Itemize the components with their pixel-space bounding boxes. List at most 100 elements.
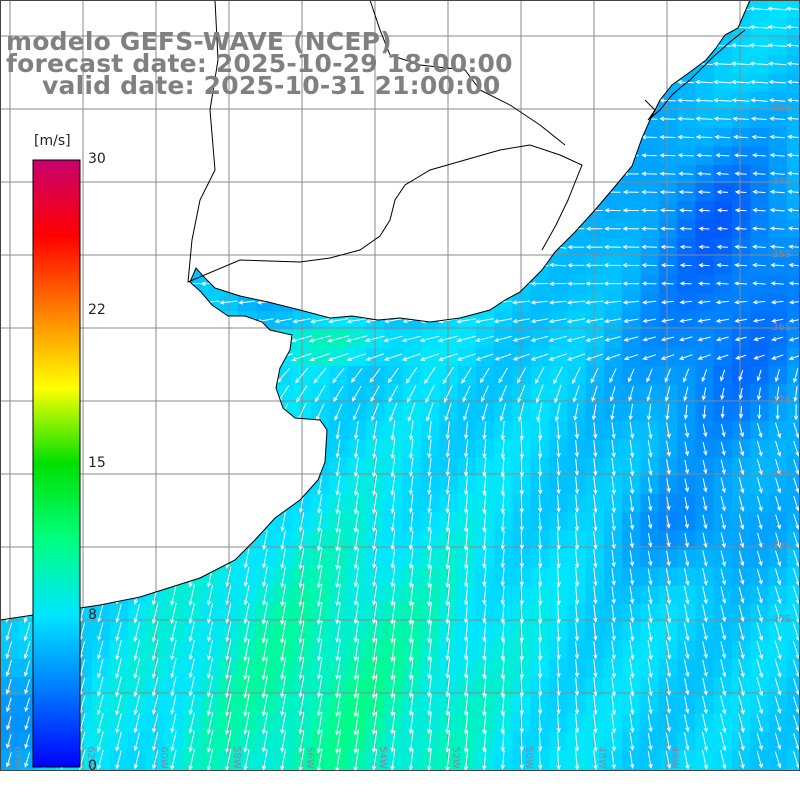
wind-arrow [316, 602, 323, 626]
wind-arrow [664, 368, 671, 383]
wind-arrow [629, 568, 635, 586]
speed-cell [183, 439, 202, 459]
wind-arrow [316, 620, 323, 644]
speed-cell [457, 768, 477, 771]
wind-arrow [346, 300, 367, 305]
speed-cell [128, 439, 147, 459]
wind-arrow [111, 112, 127, 125]
speed-cell [786, 91, 800, 111]
wind-arrow [774, 751, 782, 769]
speed-cell [201, 439, 221, 459]
wind-arrow [716, 226, 728, 231]
speed-cell [475, 256, 495, 276]
speed-cell [713, 0, 733, 19]
wind-arrow [788, 336, 800, 342]
wind-arrow [738, 677, 745, 697]
wind-arrow [574, 713, 580, 734]
wind-arrow [164, 318, 183, 324]
wind-arrow [715, 153, 730, 158]
wind-arrow [273, 225, 293, 232]
wind-arrow [408, 730, 414, 753]
wind-arrow [273, 244, 293, 249]
speed-cell [786, 677, 800, 696]
speed-cell [439, 256, 459, 276]
wind-arrow [188, 494, 195, 514]
wind-arrow [310, 300, 330, 305]
wind-arrow [660, 354, 675, 360]
wind-arrow [677, 116, 695, 121]
wind-arrow [200, 353, 220, 361]
wind-arrow [793, 404, 799, 421]
wind-arrow [574, 677, 580, 697]
wind-arrow [206, 621, 213, 643]
speed-cell [786, 603, 800, 623]
wind-arrow [185, 385, 199, 402]
speed-cell [128, 366, 147, 385]
wind-arrow [482, 475, 487, 496]
wind-arrow [334, 403, 343, 421]
speed-cell [201, 0, 221, 19]
speed-cell [567, 201, 587, 221]
wind-arrow [280, 475, 286, 496]
wind-arrow [640, 80, 659, 85]
wind-arrow [237, 353, 256, 361]
speed-cell [457, 237, 477, 257]
wind-arrow [552, 56, 564, 71]
wind-arrow [203, 368, 218, 383]
wind-arrow [353, 529, 359, 552]
speed-cell [274, 439, 294, 459]
speed-cell [512, 183, 532, 202]
wind-arrow [697, 189, 711, 195]
wind-arrow [463, 529, 469, 552]
wind-arrow [793, 440, 800, 457]
wind-arrow [310, 225, 329, 232]
wind-arrow [734, 189, 747, 195]
speed-cell [183, 128, 202, 147]
speed-cell [457, 128, 477, 147]
speed-cell [256, 146, 276, 166]
wind-arrow [371, 602, 378, 625]
wind-arrow [720, 586, 727, 604]
wind-arrow [280, 656, 287, 681]
wind-arrow [756, 658, 764, 679]
wind-arrow [349, 112, 365, 126]
wind-arrow [775, 550, 782, 567]
wind-arrow [683, 585, 690, 605]
wind-arrow [769, 208, 785, 213]
wind-arrow [479, 367, 490, 384]
wind-arrow [482, 749, 487, 771]
speed-cell [109, 549, 129, 568]
wind-arrow [512, 336, 530, 342]
wind-arrow [390, 530, 396, 551]
wind-arrow [757, 514, 763, 530]
wind-arrow [188, 621, 195, 643]
speed-cell [183, 146, 202, 166]
wind-arrow [312, 112, 328, 126]
wind-arrow [273, 335, 294, 343]
wind-arrow [537, 531, 543, 550]
wind-arrow [516, 18, 527, 37]
speed-cell [567, 0, 587, 19]
wind-arrow [531, 131, 548, 143]
wind-arrow [225, 621, 232, 643]
wind-arrow [115, 421, 122, 440]
speed-cell [311, 146, 330, 166]
speed-cell [274, 183, 294, 202]
wind-arrow [427, 512, 432, 533]
wind-arrow [665, 677, 672, 696]
wind-arrow [756, 714, 764, 733]
speed-cell [439, 219, 459, 239]
wind-arrow [352, 0, 361, 18]
wind-arrow [24, 716, 30, 731]
wind-arrow [420, 262, 439, 268]
speed-cell [201, 768, 221, 771]
wind-arrow [444, 403, 452, 422]
speed-cell [109, 567, 129, 587]
wind-arrow [702, 713, 708, 733]
speed-cell [256, 256, 276, 276]
wind-arrow [408, 675, 414, 699]
wind-arrow [512, 169, 530, 179]
wind-arrow [666, 440, 671, 458]
wind-arrow [756, 622, 764, 642]
wind-arrow [720, 659, 727, 678]
